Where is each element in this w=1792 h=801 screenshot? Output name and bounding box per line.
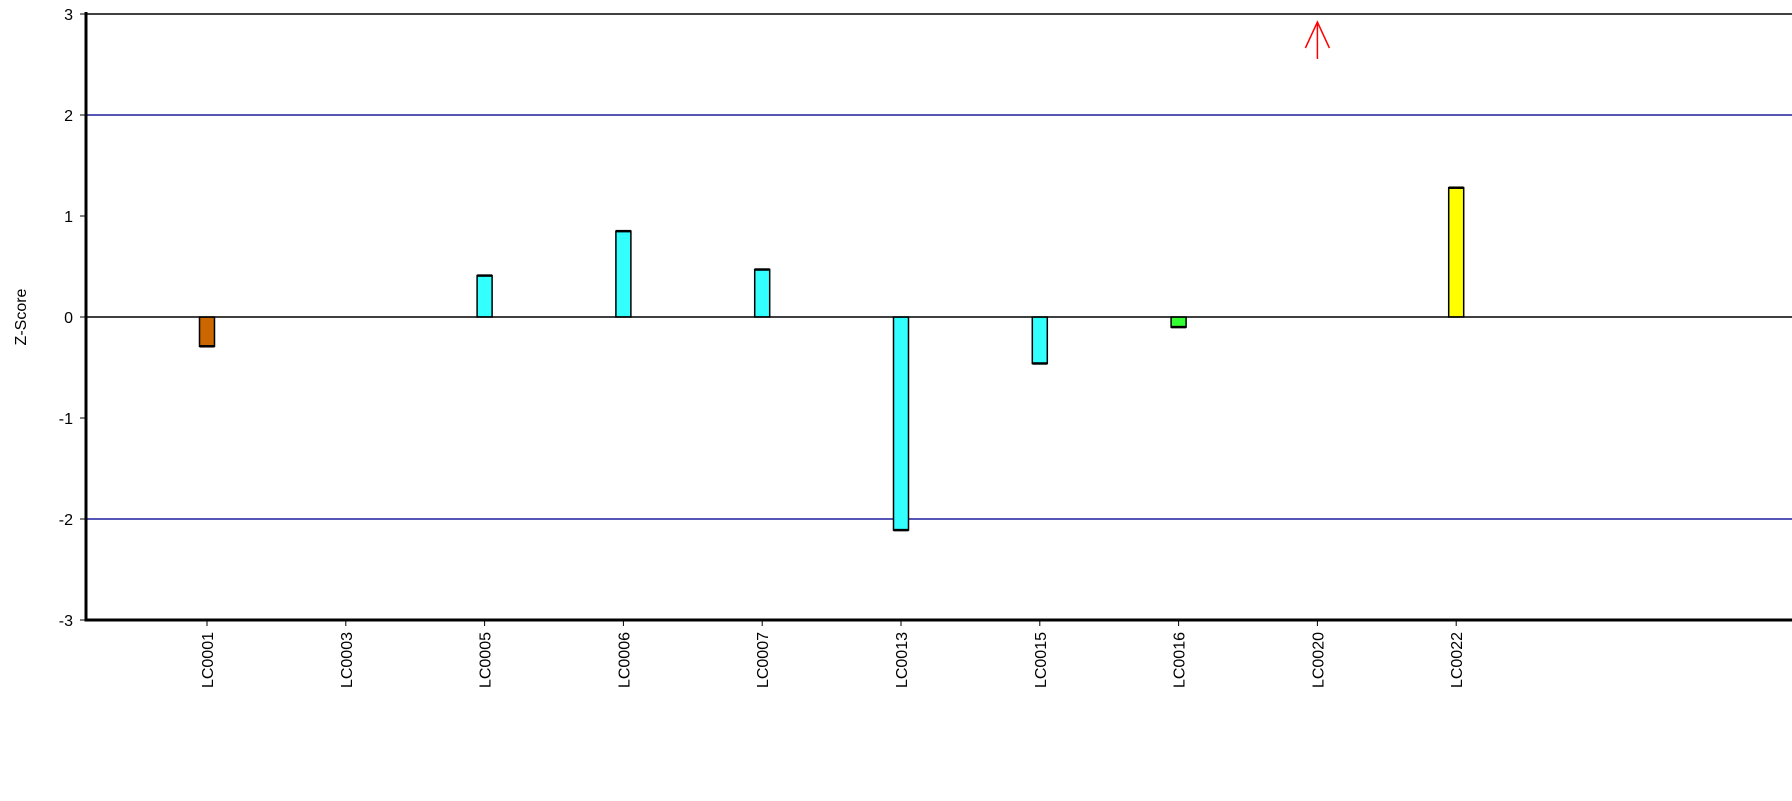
off-scale-arrow-icon [1304, 20, 1331, 59]
x-tick-label: LC0001 [200, 632, 217, 688]
bar-LC0007 [753, 268, 771, 318]
bar-LC0001 [198, 316, 216, 348]
bar-LC0013 [892, 316, 910, 531]
x-tick-label: LC0015 [1033, 632, 1050, 688]
bar-LC0005 [476, 274, 493, 318]
off-scale-markers [1304, 20, 1331, 59]
x-tick-label: LC0016 [1172, 632, 1189, 688]
reference-lines [86, 114, 1792, 520]
x-tick-label: LC0006 [616, 632, 633, 688]
x-tick-label: LC0007 [755, 632, 772, 688]
y-axis-ticks: 3 2 1 0 -1 -2 -3 [59, 7, 86, 630]
y-tick-label: -1 [59, 411, 73, 428]
y-tick-label: 1 [64, 209, 73, 226]
y-axis-title: Z-Score [13, 288, 30, 345]
x-tick-label: LC0020 [1310, 632, 1327, 688]
y-tick-label: 0 [64, 310, 73, 327]
y-tick-label: -3 [59, 613, 73, 630]
bar-LC0022 [1447, 186, 1465, 318]
x-axis-ticks: LC0001 LC0003 LC0005 LC0006 LC0007 LC0013 LC00… [200, 620, 1466, 688]
y-tick-label: 3 [64, 7, 73, 24]
y-tick-label: -2 [59, 512, 73, 529]
x-tick-label: LC0005 [478, 632, 495, 688]
bar-LC0006 [615, 230, 632, 318]
axes [84, 12, 1792, 622]
bars [198, 186, 1465, 532]
bar-LC0016 [1170, 316, 1187, 328]
x-tick-label: LC0013 [894, 632, 911, 688]
x-tick-label: LC0022 [1449, 632, 1466, 688]
bar-LC0015 [1031, 316, 1049, 365]
x-tick-label: LC0003 [339, 632, 356, 688]
y-tick-label: 2 [64, 108, 73, 125]
